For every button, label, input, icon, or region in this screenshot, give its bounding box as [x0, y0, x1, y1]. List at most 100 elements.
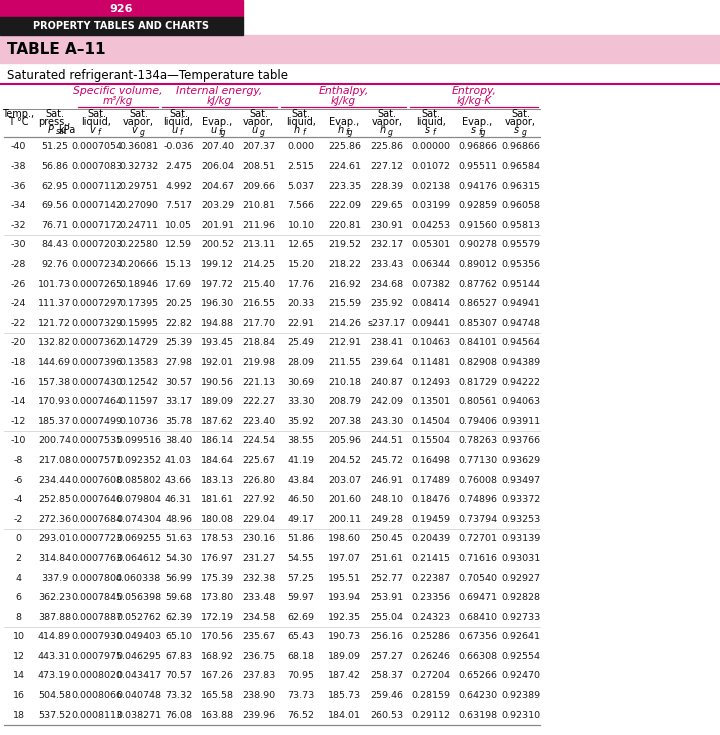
Text: 224.54: 224.54 — [242, 437, 275, 445]
Text: 0.0007396: 0.0007396 — [71, 358, 122, 367]
Text: 12.59: 12.59 — [165, 240, 192, 249]
Text: PROPERTY TABLES AND CHARTS: PROPERTY TABLES AND CHARTS — [33, 21, 209, 31]
Text: 239.96: 239.96 — [242, 711, 275, 720]
Text: 197.72: 197.72 — [201, 279, 234, 289]
Text: 185.37: 185.37 — [38, 417, 71, 426]
Text: 172.19: 172.19 — [201, 613, 234, 622]
Text: 232.17: 232.17 — [370, 240, 404, 249]
Text: 0.0007646: 0.0007646 — [71, 495, 122, 504]
Text: 0.93139: 0.93139 — [501, 534, 540, 543]
Text: 225.86: 225.86 — [371, 143, 403, 151]
Text: 0: 0 — [16, 534, 22, 543]
Text: 0.92470: 0.92470 — [501, 672, 540, 681]
Text: 170.93: 170.93 — [38, 397, 71, 406]
Text: 232.38: 232.38 — [242, 573, 275, 583]
Text: 0.94748: 0.94748 — [501, 319, 540, 328]
Text: 7.517: 7.517 — [165, 201, 192, 210]
Text: 230.91: 230.91 — [370, 220, 404, 230]
Text: 223.40: 223.40 — [242, 417, 275, 426]
Text: 0.77130: 0.77130 — [458, 456, 497, 465]
Text: 0.15504: 0.15504 — [412, 437, 451, 445]
Text: 0.27204: 0.27204 — [412, 672, 451, 681]
Text: 237.83: 237.83 — [242, 672, 275, 681]
Text: 251.61: 251.61 — [371, 554, 403, 563]
Bar — [0, 35, 720, 63]
Text: 0.66308: 0.66308 — [458, 652, 497, 661]
Text: 387.88: 387.88 — [38, 613, 71, 622]
Text: 244.51: 244.51 — [371, 437, 403, 445]
Text: -28: -28 — [11, 260, 26, 269]
Text: s237.17: s237.17 — [368, 319, 406, 328]
Text: vapor,: vapor, — [243, 117, 274, 127]
Text: 0.86527: 0.86527 — [458, 299, 497, 308]
Text: 0.17395: 0.17395 — [119, 299, 158, 308]
Text: 0.0007265: 0.0007265 — [71, 279, 122, 289]
Text: 183.13: 183.13 — [201, 476, 234, 484]
Text: Sat.: Sat. — [87, 109, 106, 119]
Text: T °C: T °C — [8, 117, 29, 127]
Text: 181.61: 181.61 — [201, 495, 234, 504]
Text: Enthalpy,: Enthalpy, — [318, 86, 369, 96]
Text: 73.32: 73.32 — [165, 691, 192, 700]
Text: 200.52: 200.52 — [201, 240, 234, 249]
Text: 190.73: 190.73 — [328, 632, 361, 642]
Text: 121.72: 121.72 — [38, 319, 71, 328]
Text: 228.39: 228.39 — [370, 182, 404, 190]
Text: 0.069255: 0.069255 — [116, 534, 161, 543]
Text: 240.87: 240.87 — [371, 378, 403, 387]
Text: 218.84: 218.84 — [242, 338, 275, 348]
Text: 178.53: 178.53 — [201, 534, 234, 543]
Text: 189.09: 189.09 — [201, 397, 234, 406]
Bar — [0, 0, 243, 17]
Text: 222.27: 222.27 — [242, 397, 275, 406]
Text: h: h — [294, 125, 300, 135]
Text: Temp.,: Temp., — [2, 109, 35, 119]
Text: 0.94176: 0.94176 — [458, 182, 497, 190]
Text: 0.95579: 0.95579 — [501, 240, 540, 249]
Text: 0.23356: 0.23356 — [411, 593, 451, 602]
Text: 196.30: 196.30 — [201, 299, 234, 308]
Text: 210.18: 210.18 — [328, 378, 361, 387]
Text: 0.043417: 0.043417 — [116, 672, 161, 681]
Text: 0.94941: 0.94941 — [501, 299, 540, 308]
Text: 0.96866: 0.96866 — [458, 143, 497, 151]
Text: 184.64: 184.64 — [201, 456, 234, 465]
Text: 0.93031: 0.93031 — [501, 554, 540, 563]
Text: s: s — [425, 125, 430, 135]
Text: 65.43: 65.43 — [287, 632, 315, 642]
Text: 203.07: 203.07 — [328, 476, 361, 484]
Text: sat: sat — [55, 126, 67, 135]
Text: 38.40: 38.40 — [165, 437, 192, 445]
Text: 236.75: 236.75 — [242, 652, 275, 661]
Text: 537.52: 537.52 — [38, 711, 71, 720]
Text: 22.91: 22.91 — [287, 319, 315, 328]
Text: 0.27090: 0.27090 — [119, 201, 158, 210]
Text: 0.17489: 0.17489 — [412, 476, 451, 484]
Text: 57.25: 57.25 — [287, 573, 315, 583]
Text: 252.85: 252.85 — [38, 495, 71, 504]
Text: 215.40: 215.40 — [242, 279, 275, 289]
Text: 0.81729: 0.81729 — [458, 378, 497, 387]
Text: 227.12: 227.12 — [371, 162, 403, 171]
Text: 0.79406: 0.79406 — [458, 417, 497, 426]
Text: 46.31: 46.31 — [165, 495, 192, 504]
Text: 0.93629: 0.93629 — [501, 456, 540, 465]
Text: 0.82908: 0.82908 — [458, 358, 497, 367]
Text: 51.25: 51.25 — [41, 143, 68, 151]
Text: 231.27: 231.27 — [242, 554, 275, 563]
Text: 221.13: 221.13 — [242, 378, 275, 387]
Text: 0.72701: 0.72701 — [458, 534, 497, 543]
Text: 0.0007499: 0.0007499 — [71, 417, 122, 426]
Text: 0.0007362: 0.0007362 — [71, 338, 122, 348]
Text: 0.0007430: 0.0007430 — [71, 378, 122, 387]
Text: 0.11597: 0.11597 — [119, 397, 158, 406]
Text: 362.23: 362.23 — [38, 593, 71, 602]
Text: 0.20666: 0.20666 — [119, 260, 158, 269]
Text: Sat.: Sat. — [129, 109, 148, 119]
Text: 0.95511: 0.95511 — [458, 162, 497, 171]
Text: 0.92641: 0.92641 — [501, 632, 540, 642]
Text: 0.92389: 0.92389 — [501, 691, 540, 700]
Text: 8: 8 — [16, 613, 22, 622]
Text: 0.0007112: 0.0007112 — [71, 182, 122, 190]
Text: 0.0007234: 0.0007234 — [71, 260, 122, 269]
